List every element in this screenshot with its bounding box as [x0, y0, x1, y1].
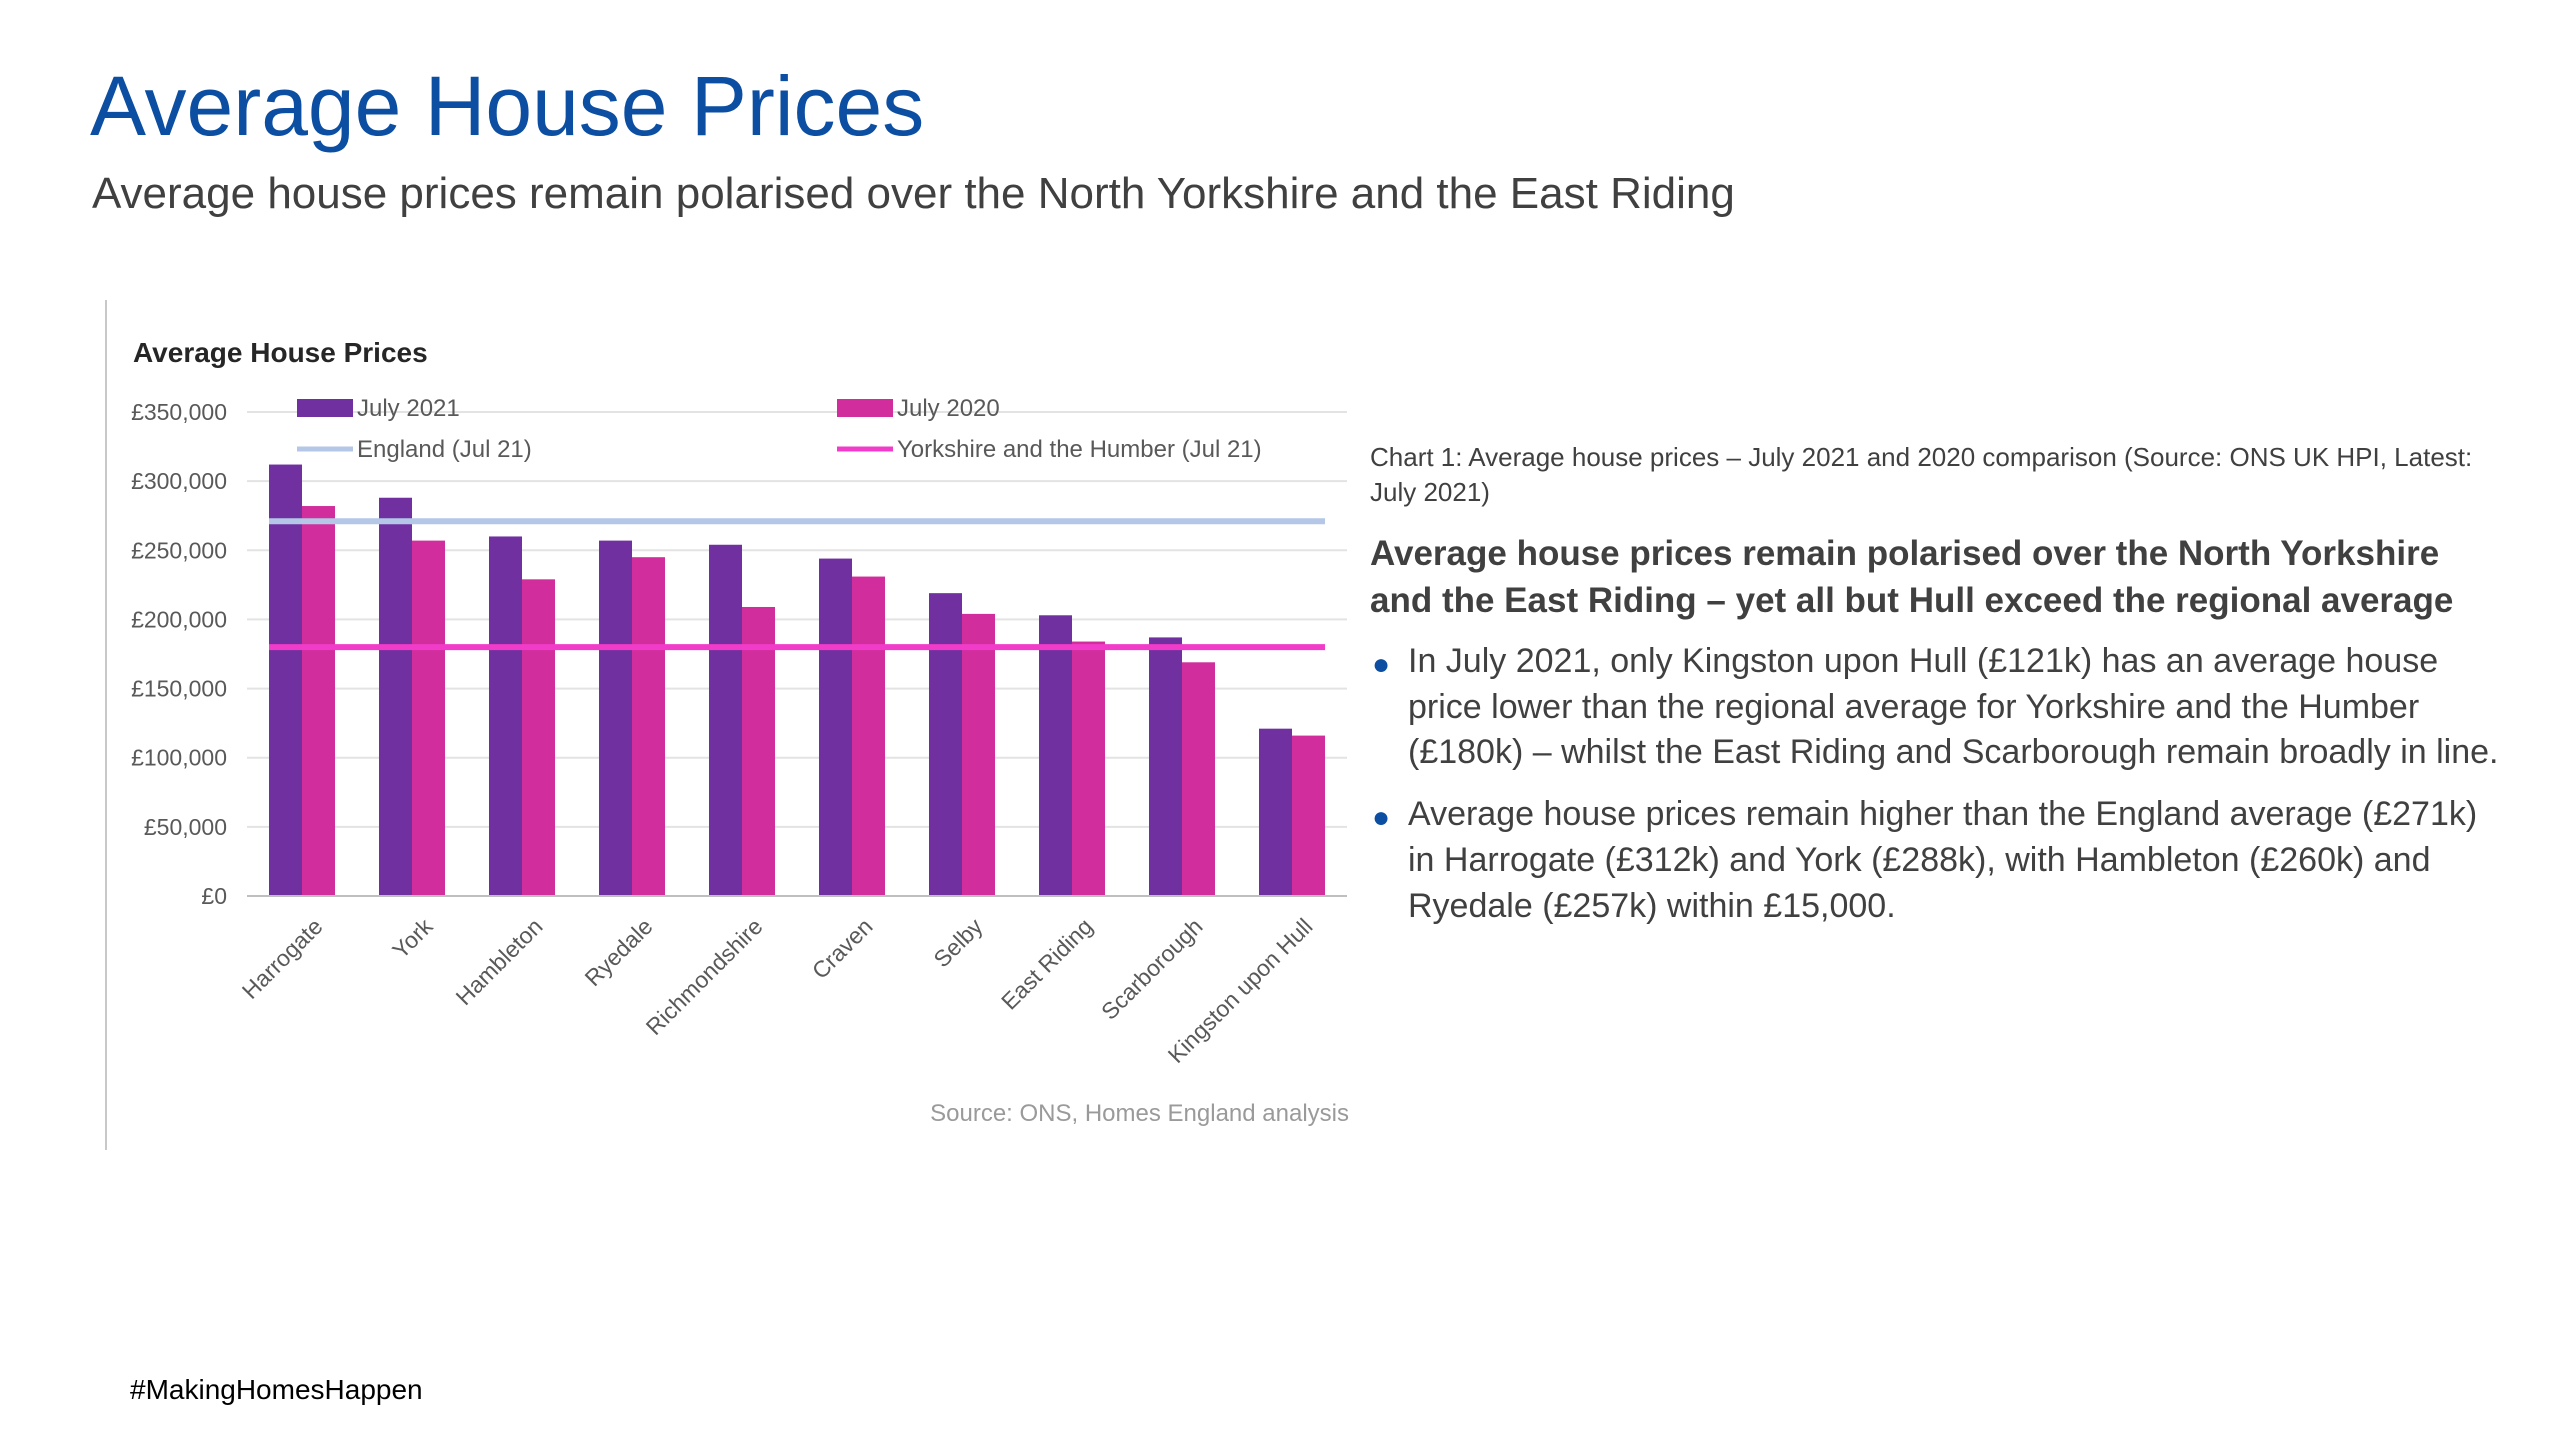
bullet-text: Average house prices remain higher than … — [1408, 795, 2478, 926]
bullet-item: ● Average house prices remain higher tha… — [1370, 792, 2500, 930]
chart-bars — [269, 464, 1325, 896]
y-tick-label: £100,000 — [131, 745, 227, 771]
commentary-panel: Chart 1: Average house prices – July 202… — [1370, 440, 2500, 946]
bar-july-2021 — [599, 540, 632, 896]
chart-source: Source: ONS, Homes England analysis — [930, 1100, 1349, 1127]
x-tick-label: East Riding — [996, 913, 1098, 1015]
bullet-dot-icon: ● — [1372, 647, 1391, 681]
chart-panel: Average House Prices £0 £50,000 £100,000 £1… — [105, 300, 1357, 1150]
bullet-dot-icon: ● — [1372, 801, 1391, 835]
summary-heading: Average house prices remain polarised ov… — [1370, 534, 2454, 621]
x-tick-label: Hambleton — [450, 913, 547, 1010]
bar-july-2020 — [412, 540, 445, 896]
y-tick-label: £250,000 — [131, 537, 227, 563]
bar-july-2020 — [742, 606, 775, 896]
bar-july-2020 — [632, 557, 665, 896]
chart-svg: Average House Prices £0 £50,000 £100,000 £1… — [131, 337, 1347, 1068]
bar-july-2020 — [522, 579, 555, 896]
y-tick-label: £350,000 — [131, 399, 227, 425]
bar-july-2021 — [1149, 637, 1182, 896]
y-tick-label: £200,000 — [131, 606, 227, 632]
chart-legend: July 2021 July 2020 England (Jul 21) Yorksh… — [297, 395, 1262, 463]
x-tick-label: Selby — [928, 913, 987, 972]
bar-july-2021 — [379, 497, 412, 896]
legend-july-2020-swatch — [837, 399, 893, 417]
page-subtitle: Average house prices remain polarised ov… — [92, 169, 1735, 218]
legend-england-label: England (Jul 21) — [357, 436, 532, 463]
chart-caption: Chart 1: Average house prices – July 202… — [1370, 442, 2473, 508]
x-tick-label: York — [387, 913, 438, 964]
bar-july-2020 — [1072, 641, 1105, 896]
x-tick-label: Craven — [807, 913, 878, 984]
bar-july-2020 — [852, 576, 885, 896]
legend-july-2020-label: July 2020 — [897, 395, 1000, 422]
bar-july-2021 — [269, 464, 302, 896]
y-tick-label: £50,000 — [144, 814, 227, 840]
footer-hashtag: #MakingHomesHappen — [130, 1374, 423, 1405]
bullet-text: In July 2021, only Kingston upon Hull (£… — [1408, 641, 2499, 772]
bullet-item: ● In July 2021, only Kingston upon Hull … — [1370, 639, 2500, 777]
x-tick-label: Harrogate — [237, 913, 328, 1004]
x-tick-label: Ryedale — [579, 913, 657, 991]
legend-yorkshire-label: Yorkshire and the Humber (Jul 21) — [897, 436, 1262, 463]
legend-july-2021-label: July 2021 — [357, 395, 460, 422]
page-title: Average House Prices — [90, 59, 925, 153]
chart-title: Average House Prices — [133, 337, 428, 368]
bar-july-2021 — [819, 558, 852, 896]
y-tick-label: £300,000 — [131, 468, 227, 494]
bar-july-2020 — [302, 506, 335, 896]
legend-july-2021-swatch — [297, 399, 353, 417]
bar-july-2021 — [929, 593, 962, 896]
bullet-list: ● In July 2021, only Kingston upon Hull … — [1370, 639, 2500, 930]
y-tick-label: £0 — [201, 883, 227, 909]
bar-july-2020 — [962, 613, 995, 896]
x-tick-label: Richmondshire — [641, 913, 768, 1040]
bar-july-2021 — [709, 544, 742, 896]
bar-july-2021 — [1039, 615, 1072, 896]
x-tick-label: Scarborough — [1096, 913, 1208, 1025]
y-tick-label: £150,000 — [131, 676, 227, 702]
bar-july-2021 — [1259, 728, 1292, 896]
chart-reference-lines — [269, 518, 1325, 651]
bar-july-2020 — [1182, 662, 1215, 896]
bar-july-2021 — [489, 536, 522, 896]
bar-july-2020 — [1292, 735, 1325, 896]
